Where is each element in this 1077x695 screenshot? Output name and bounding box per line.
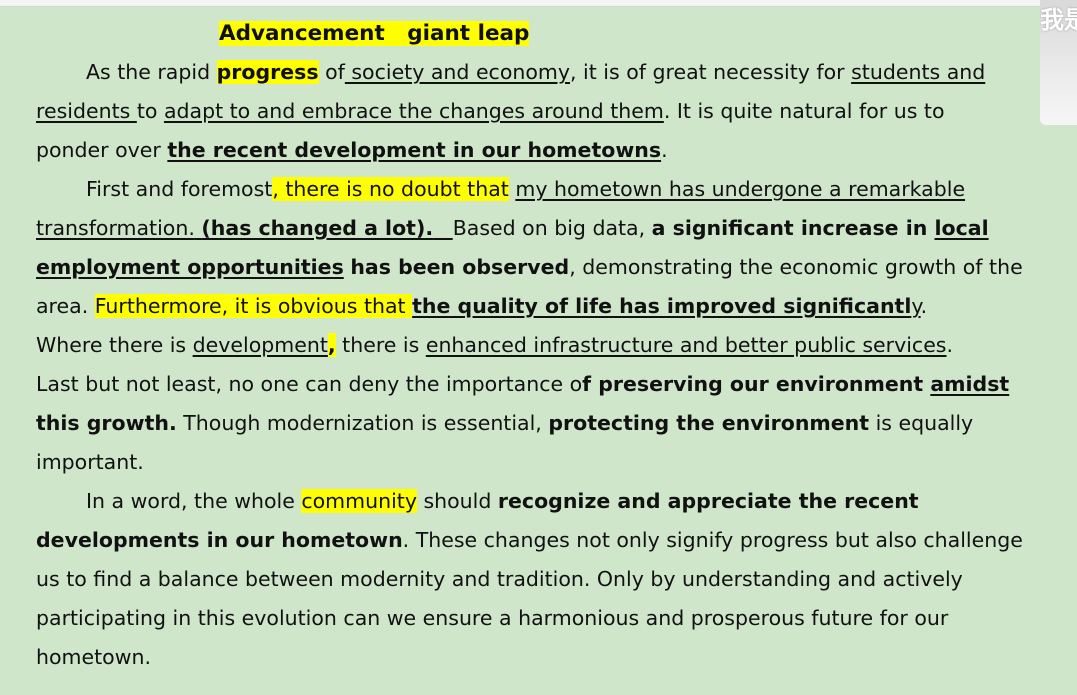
title-line: Advancement giant leap xyxy=(36,14,1072,53)
underlined-phrase: enhanced infrastructure and better publi… xyxy=(425,333,947,357)
paragraph-line: participating in this evolution can we e… xyxy=(36,606,949,630)
paragraph-line: area. Furthermore, it is obvious that th… xyxy=(36,294,928,318)
highlighted-phrase: community xyxy=(301,489,417,513)
overlay-text: 我是 xyxy=(1040,6,1077,34)
bold-phrase: protecting the environment xyxy=(548,411,870,435)
underlined-phrase: transformation. xyxy=(36,216,195,240)
bold-underlined-phrase: local xyxy=(934,216,989,240)
underlined-phrase: residents xyxy=(36,99,137,123)
paragraph-line: Where there is development, there is enh… xyxy=(36,333,954,357)
underlined-phrase: development xyxy=(192,333,328,357)
paragraph-line: ponder over the recent development in ou… xyxy=(36,138,668,162)
paragraph-line: this growth. Though modernization is ess… xyxy=(36,411,974,435)
underlined-phrase: students and xyxy=(851,60,986,84)
underlined-phrase: adapt to and embrace the changes around … xyxy=(163,99,664,123)
paragraph-line: important. xyxy=(36,450,144,474)
paragraph-line: developments in our hometown. These chan… xyxy=(36,528,1023,552)
bold-underlined-phrase: the quality of life has improved signifi… xyxy=(412,294,912,318)
paragraph-line: First and foremost, there is no doubt th… xyxy=(86,177,966,201)
bold-phrase: a significant increase in xyxy=(651,216,935,240)
bold-phrase: has been observed xyxy=(350,255,570,279)
underlined-phrase: society and economy xyxy=(344,60,571,84)
paragraph-line: As the rapid progress of society and eco… xyxy=(86,60,986,84)
highlighted-phrase: Furthermore, it is obvious that xyxy=(94,294,413,318)
paragraph-line: Last but not least, no one can deny the … xyxy=(36,372,1010,396)
paragraph-line: us to find a balance between modernity a… xyxy=(36,567,963,591)
paragraph-line: residents to adapt to and embrace the ch… xyxy=(36,99,945,123)
bold-underlined-phrase: the recent development in our hometowns xyxy=(167,138,662,162)
bold-phrase: f preserving our environment xyxy=(582,372,931,396)
bold-phrase: developments in our hometown xyxy=(36,528,403,552)
video-overlay: 我是 xyxy=(1040,0,1077,125)
paragraph-line: hometown. xyxy=(36,645,151,669)
bold-underlined-phrase: (has changed a lot). xyxy=(201,216,434,240)
highlighted-comma: , xyxy=(327,333,336,357)
bold-phrase: recognize and appreciate the recent xyxy=(497,489,919,513)
bold-phrase: this growth. xyxy=(36,411,177,435)
document-body: Advancement giant leap As the rapid prog… xyxy=(36,14,1072,677)
underlined-phrase: my hometown has undergone a remarkable xyxy=(515,177,966,201)
bold-underlined-phrase: employment opportunities xyxy=(36,255,344,279)
bold-underlined-phrase: amidst xyxy=(930,372,1010,396)
ruler-bar xyxy=(0,0,1077,7)
document-title: Advancement giant leap xyxy=(219,21,530,46)
paragraph-line: transformation. (has changed a lot). Bas… xyxy=(36,216,989,240)
paragraph-line: employment opportunities has been observ… xyxy=(36,255,1023,279)
highlighted-phrase: , there is no doubt that xyxy=(272,177,509,201)
highlighted-phrase: progress xyxy=(216,60,319,84)
paragraph-line: In a word, the whole community should re… xyxy=(86,489,919,513)
